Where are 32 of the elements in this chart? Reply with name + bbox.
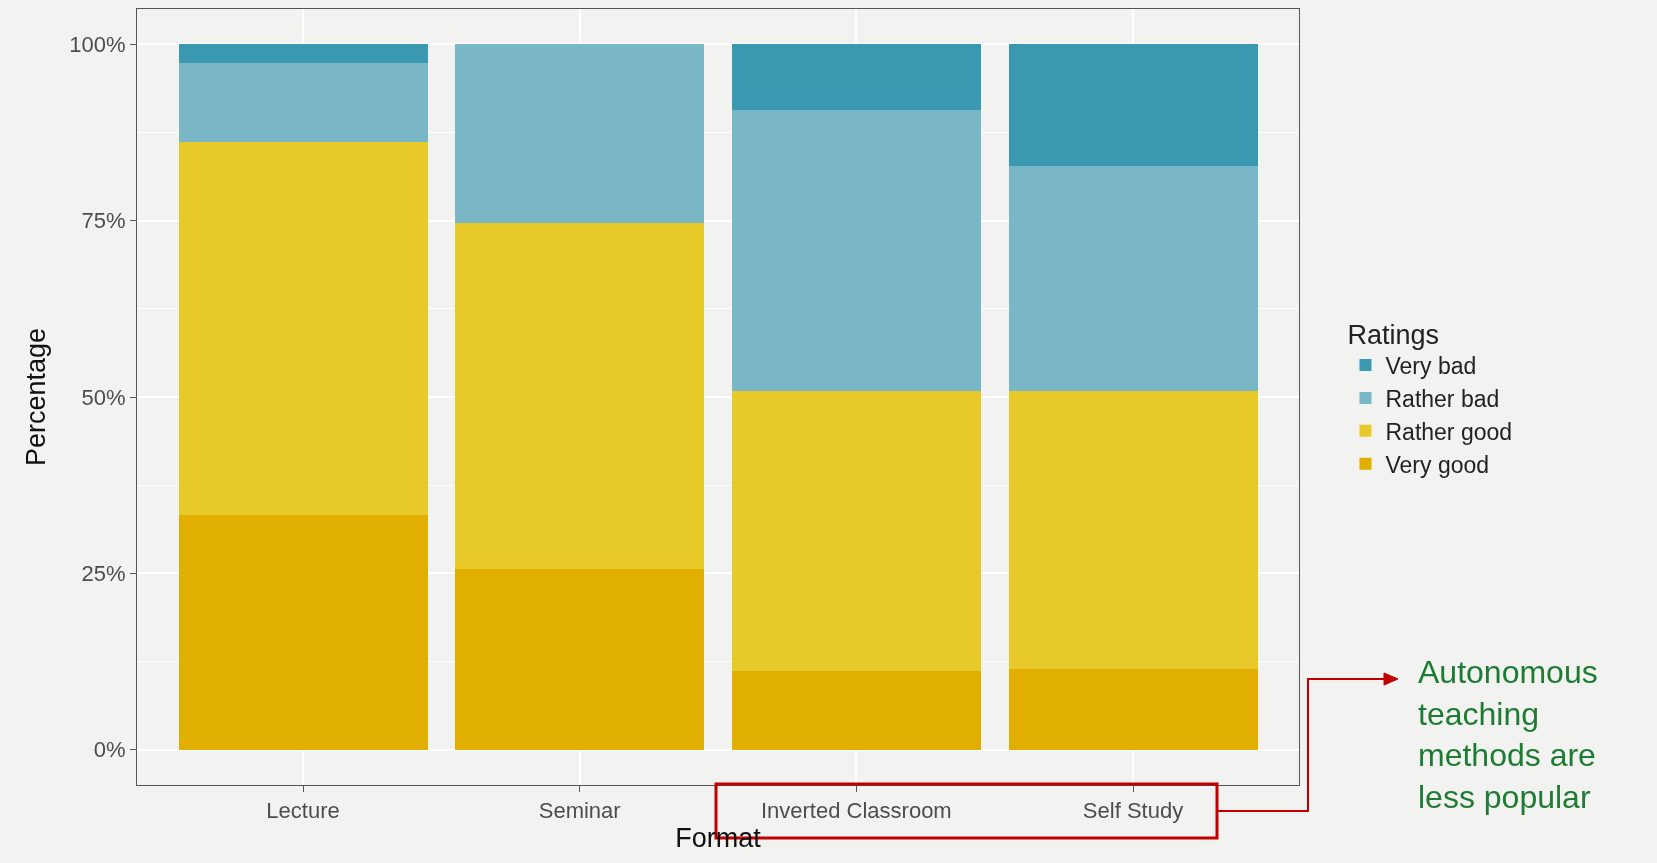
bar: [455, 223, 705, 570]
bar: [178, 141, 428, 515]
y-tick-label: 75%: [81, 208, 126, 234]
legend-label: Rather bad: [1385, 385, 1500, 412]
x-tick-label: Seminar: [538, 798, 621, 824]
legend-label: Rather good: [1385, 418, 1513, 445]
bar: [178, 44, 428, 64]
text: Autonomous teaching methods are less popular: [1418, 654, 1598, 815]
legend-label: Very good: [1385, 451, 1490, 478]
bar: [178, 63, 428, 142]
y-axis-title: Percentage: [21, 327, 52, 467]
y-tick-label: 100%: [69, 31, 126, 57]
legend-label: Very bad: [1385, 353, 1477, 380]
y-tick-label: 0%: [93, 737, 126, 763]
x-tick-label: Self Study: [1082, 798, 1184, 824]
bar: [731, 109, 981, 392]
y-tick-label: 25%: [81, 561, 126, 587]
y-tick-label: 50%: [81, 384, 126, 410]
x-tick-label: Inverted Classroom: [760, 798, 952, 824]
bar: [731, 671, 981, 750]
bar: [1008, 391, 1258, 669]
legend-title: Ratings: [1347, 319, 1440, 350]
bar: [731, 391, 981, 672]
bar: [178, 514, 428, 750]
bar: [455, 44, 705, 224]
bar: [1008, 44, 1258, 167]
bar: [455, 569, 705, 750]
bar: [731, 44, 981, 110]
x-tick-label: Lecture: [266, 798, 340, 824]
bar: [1008, 668, 1258, 750]
bar: [1008, 166, 1258, 392]
x-axis-title: Format: [675, 823, 762, 854]
